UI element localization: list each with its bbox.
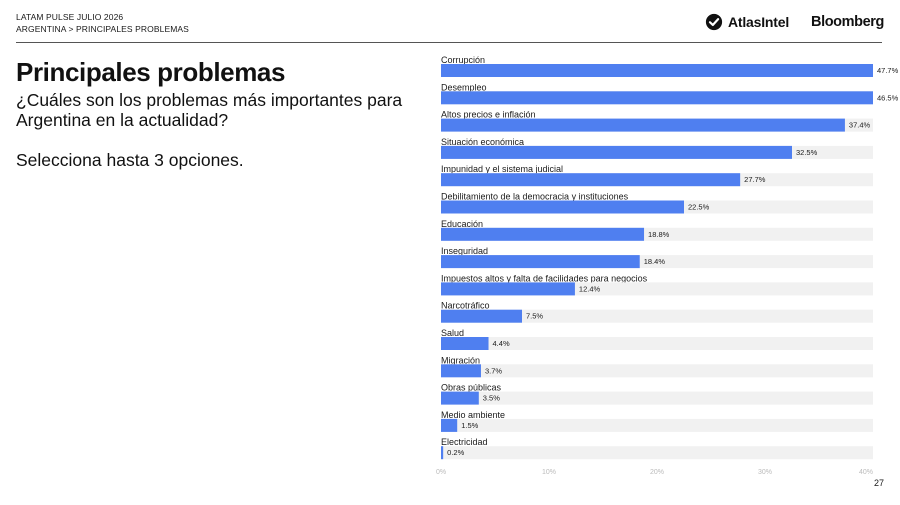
survey-question: ¿Cuáles son los problemas más importante… — [16, 90, 403, 130]
bar — [441, 118, 845, 132]
bar — [441, 91, 873, 105]
value-label: 1.5% — [461, 421, 478, 430]
bar-track — [441, 391, 873, 405]
x-tick-label: 0% — [436, 469, 446, 476]
value-label: 37.4% — [849, 121, 871, 130]
atlasintel-logo: AtlasIntel — [705, 11, 789, 33]
bar-track — [441, 418, 873, 432]
value-label: 12.4% — [579, 284, 601, 293]
category-label: Medio ambiente — [441, 410, 505, 420]
bar — [441, 227, 645, 241]
category-label: Desempleo — [441, 82, 487, 92]
bar-track — [441, 337, 873, 350]
value-label: 22.5% — [688, 203, 710, 212]
bar-track — [441, 446, 873, 460]
atlas-check-icon — [705, 13, 723, 31]
value-label: 18.4% — [644, 257, 666, 266]
bar — [441, 173, 741, 187]
category-label: Obras públicas — [441, 383, 502, 393]
value-label: 27.7% — [744, 175, 766, 184]
header-meta: LATAM PULSE JULIO 2026 ARGENTINA > PRINC… — [16, 11, 189, 35]
value-label: 3.7% — [485, 366, 502, 375]
bar — [441, 446, 444, 460]
value-label: 7.5% — [526, 312, 543, 321]
bar-track — [441, 309, 873, 323]
x-tick-label: 10% — [542, 469, 556, 476]
bar — [441, 64, 873, 77]
category-label: Debilitamiento de la democracia y instit… — [441, 192, 629, 202]
value-label: 47.7% — [877, 66, 899, 75]
category-label: Impuestos altos y falta de facilidades p… — [441, 273, 648, 283]
x-tick-label: 20% — [650, 469, 664, 476]
header-divider — [16, 42, 882, 43]
value-label: 46.5% — [877, 93, 899, 102]
bar — [441, 364, 481, 378]
bar — [441, 391, 479, 405]
x-tick-label: 30% — [758, 469, 772, 476]
bar — [441, 200, 684, 214]
survey-name: LATAM PULSE JULIO 2026 — [16, 12, 124, 22]
category-label: Altos precios e inflación — [441, 110, 536, 120]
category-label: Inseguridad — [441, 246, 488, 256]
page-title: Principales problemas — [16, 57, 286, 87]
bar — [441, 337, 489, 350]
category-label: Situación económica — [441, 137, 524, 147]
survey-instruction: Selecciona hasta 3 opciones. — [16, 150, 244, 170]
bar — [441, 145, 792, 159]
bar — [441, 309, 522, 323]
category-label: Electricidad — [441, 437, 488, 447]
category-label: Impunidad y el sistema judicial — [441, 164, 563, 174]
page-number: 27 — [873, 478, 884, 488]
value-label: 32.5% — [796, 148, 818, 157]
atlasintel-wordmark: AtlasIntel — [728, 14, 790, 30]
value-label: 3.5% — [483, 394, 500, 403]
bar — [441, 255, 640, 269]
breadcrumb: ARGENTINA > PRINCIPALES PROBLEMAS — [16, 24, 189, 34]
category-label: Corrupción — [441, 55, 485, 65]
category-label: Salud — [441, 328, 464, 338]
category-label: Migración — [441, 355, 480, 365]
bar — [441, 418, 458, 432]
bar — [441, 282, 575, 296]
value-label: 4.4% — [493, 339, 510, 348]
value-label: 18.8% — [648, 230, 670, 239]
value-label: 0.2% — [447, 448, 464, 457]
bloomberg-logo: Bloomberg — [811, 14, 884, 30]
bar-track — [441, 364, 873, 378]
x-tick-label: 40% — [859, 469, 873, 476]
category-label: Educación — [441, 219, 483, 229]
category-label: Narcotráfico — [441, 301, 490, 311]
